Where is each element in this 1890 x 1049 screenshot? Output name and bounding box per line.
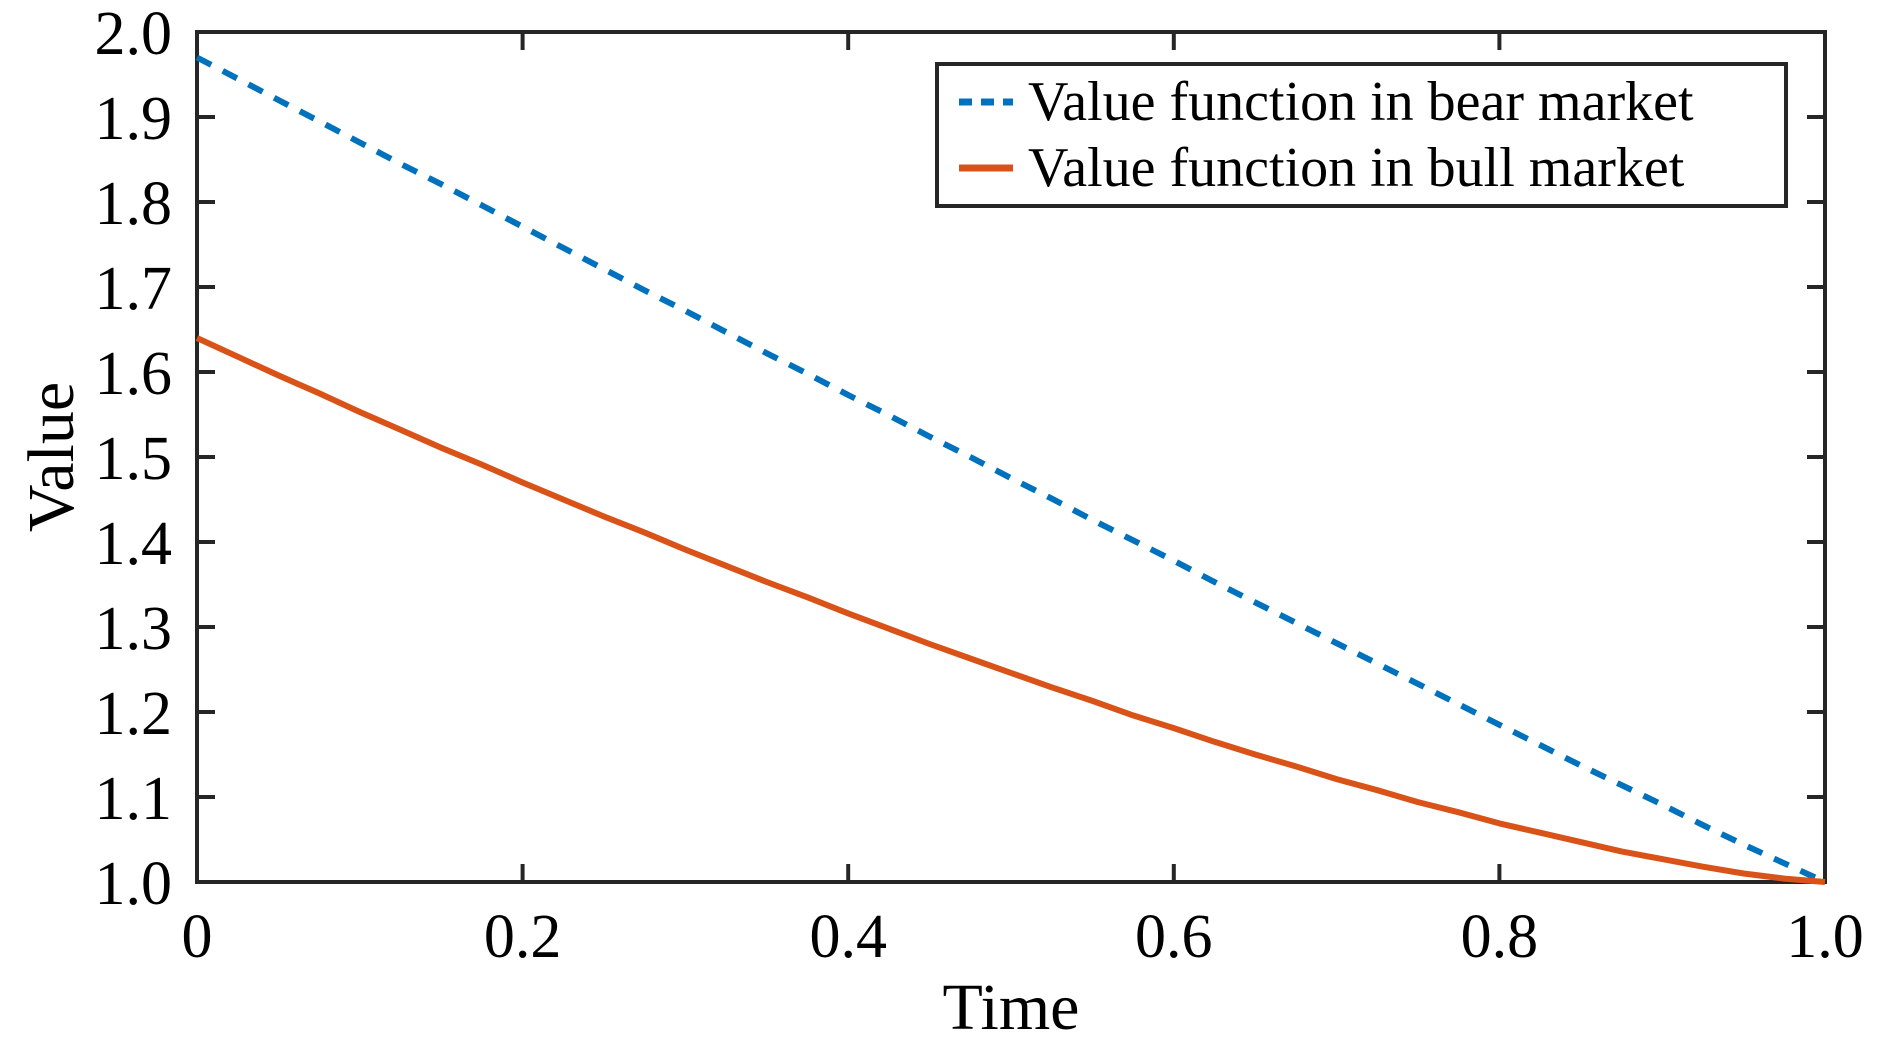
y-axis-title: Value bbox=[15, 381, 88, 533]
y-tick-label: 2.0 bbox=[95, 0, 173, 68]
y-tick-label: 1.4 bbox=[95, 510, 173, 578]
y-tick-label: 1.0 bbox=[95, 850, 173, 918]
bear-market-curve bbox=[195, 54, 1827, 885]
bull-solid-line-icon bbox=[959, 164, 1013, 172]
y-tick-label: 1.1 bbox=[95, 765, 173, 833]
y-tick-label: 1.2 bbox=[95, 680, 173, 748]
x-tick-label: 0.4 bbox=[809, 903, 887, 971]
y-tick-label: 1.3 bbox=[95, 595, 173, 663]
legend-label-bull: Value function in bull market bbox=[1028, 137, 1685, 199]
legend-box: Value function in bear market Value func… bbox=[935, 62, 1788, 208]
y-tick-label: 1.7 bbox=[95, 255, 173, 323]
legend-item-bull: Value function in bull market bbox=[959, 140, 1784, 196]
legend-label-bear: Value function in bear market bbox=[1028, 71, 1694, 133]
x-axis-title: Time bbox=[942, 971, 1080, 1044]
x-tick-label: 0.2 bbox=[484, 903, 562, 971]
y-tick-label: 1.9 bbox=[95, 85, 173, 153]
x-tick-label: 0.6 bbox=[1135, 903, 1213, 971]
y-tick-label: 1.5 bbox=[95, 425, 173, 493]
x-tick-label: 1.0 bbox=[1786, 903, 1864, 971]
x-tick-label: 0.8 bbox=[1461, 903, 1539, 971]
bull-market-curve bbox=[195, 335, 1826, 885]
bear-dashed-line-icon bbox=[959, 98, 1013, 106]
y-tick-label: 1.6 bbox=[95, 340, 173, 408]
legend-item-bear: Value function in bear market bbox=[959, 74, 1784, 130]
y-tick-label: 1.8 bbox=[95, 170, 173, 238]
x-tick-label: 0 bbox=[182, 903, 213, 971]
